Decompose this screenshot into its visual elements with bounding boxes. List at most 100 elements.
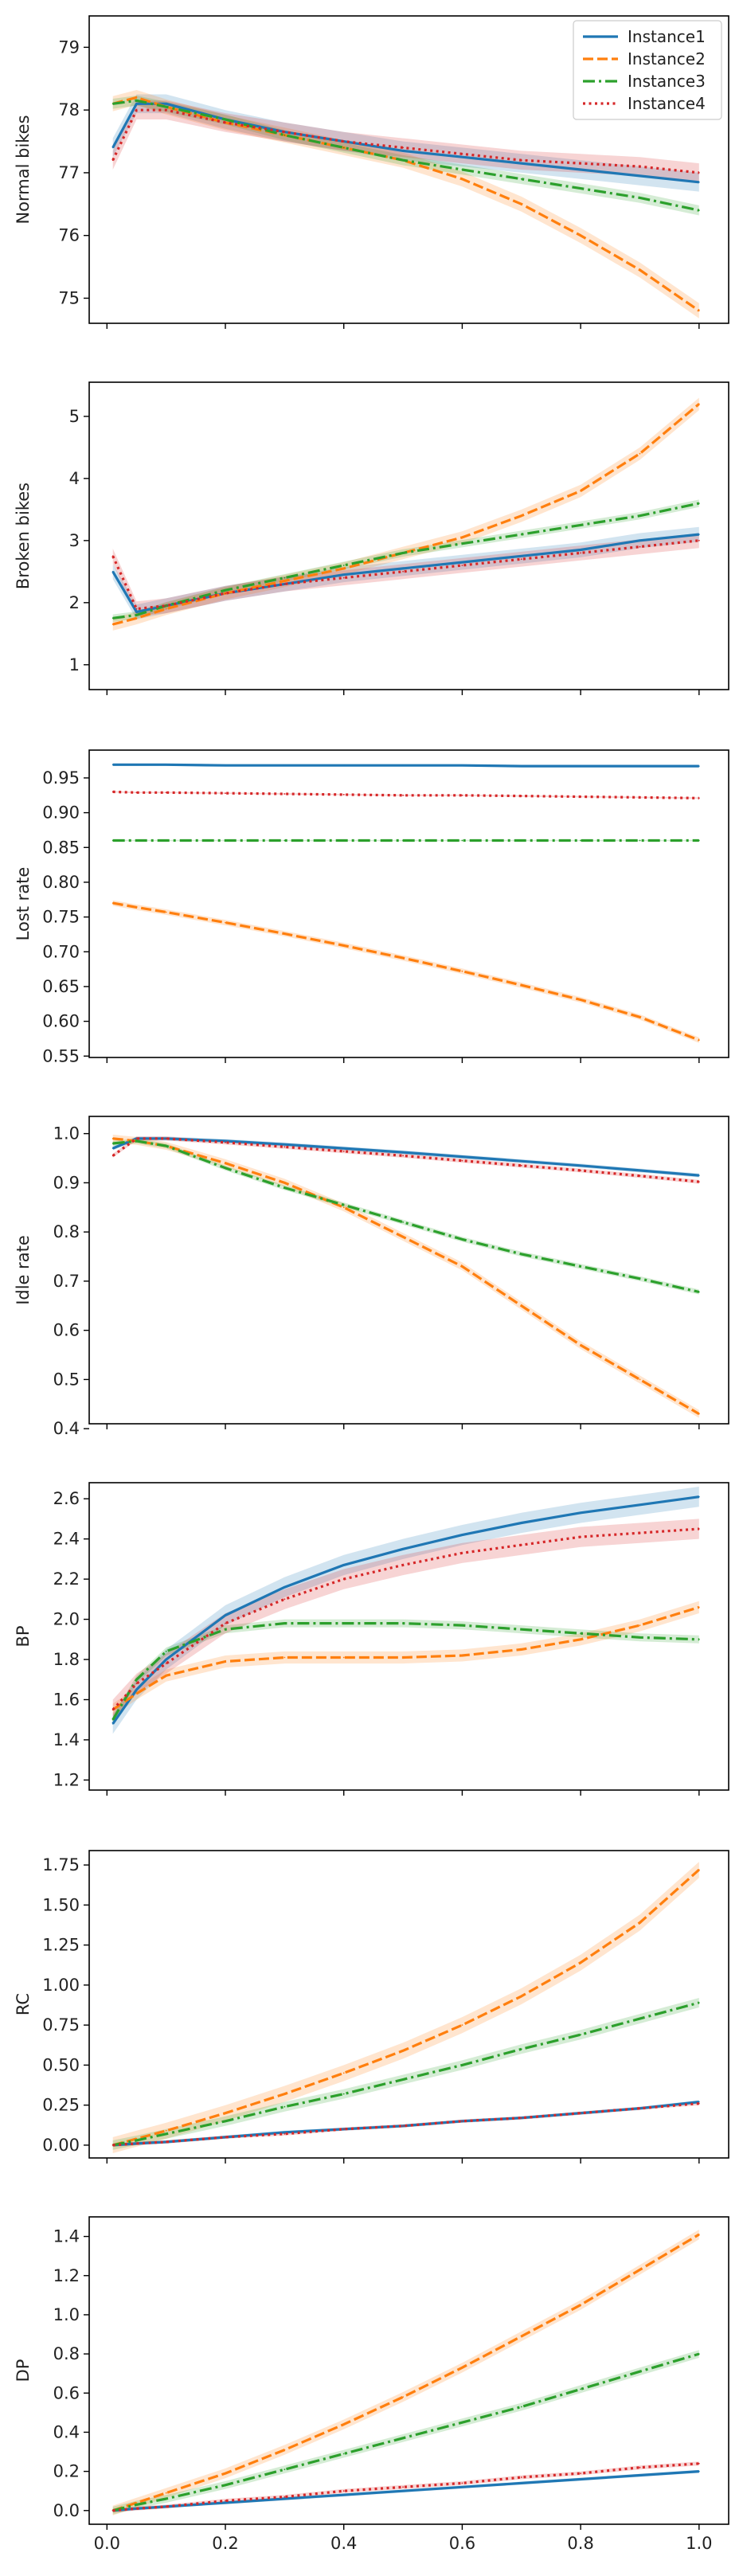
data-point-instance1	[580, 765, 581, 767]
data-point-instance3	[698, 502, 700, 504]
data-point-instance3	[165, 2132, 167, 2135]
data-point-instance3	[284, 2105, 286, 2108]
data-point-instance2	[342, 944, 345, 947]
data-point-instance4	[402, 2125, 404, 2127]
data-point-instance4	[225, 2136, 226, 2138]
panel-2: 1 2 3 4 5 Broken bikes	[14, 381, 729, 695]
data-point-instance4	[225, 122, 226, 123]
data-point-instance2	[225, 2112, 226, 2114]
data-point-instance2	[284, 2093, 286, 2095]
data-point-instance3	[111, 1718, 114, 1721]
ci-band-instance1	[112, 1136, 699, 1178]
y-tick-label: 0.8	[53, 1222, 80, 1241]
data-point-instance2	[284, 2449, 286, 2451]
data-point-instance1	[402, 1151, 404, 1153]
data-point-instance3	[520, 839, 522, 842]
data-point-instance4	[135, 608, 138, 610]
data-point-instance2	[402, 957, 404, 959]
data-point-instance1	[520, 2482, 522, 2484]
data-point-instance3	[284, 134, 286, 136]
data-point-instance1	[225, 2502, 226, 2504]
data-point-instance2	[461, 2024, 463, 2027]
data-point-instance3	[111, 103, 114, 105]
data-point-instance2	[698, 1869, 700, 1871]
data-point-instance4	[342, 577, 345, 579]
data-point-instance1	[135, 764, 138, 766]
data-point-instance3	[520, 534, 522, 535]
data-point-instance1	[284, 2498, 286, 2500]
ci-band-instance3	[112, 2350, 699, 2515]
x-tick-label: 0.4	[330, 2534, 357, 2553]
data-point-instance2	[284, 932, 286, 935]
data-point-instance1	[111, 570, 114, 573]
plot-frame	[88, 1482, 729, 1791]
series-line-instance2	[112, 1137, 700, 1415]
data-point-instance2	[580, 1961, 581, 1964]
data-point-instance3	[402, 1221, 404, 1223]
data-point-instance1	[225, 764, 226, 767]
series-line-instance2	[111, 1605, 700, 1711]
data-point-instance1	[580, 2478, 581, 2480]
y-tick-label: 0.65	[42, 977, 80, 996]
data-point-instance2	[135, 2502, 138, 2504]
data-point-instance3	[284, 839, 286, 842]
data-point-instance3	[342, 1622, 345, 1624]
data-point-instance1	[111, 764, 114, 766]
data-point-instance4	[580, 1536, 581, 1538]
data-point-instance3	[165, 106, 167, 108]
data-point-instance1	[698, 1175, 700, 1176]
data-point-instance2	[111, 902, 114, 904]
series-line-instance2	[112, 901, 700, 1042]
data-point-instance4	[461, 153, 463, 155]
ci-band-instance2	[112, 2230, 699, 2515]
series-line-instance3	[112, 99, 700, 212]
data-point-instance2	[165, 608, 167, 610]
data-point-instance3	[342, 1204, 345, 1206]
data-point-instance4	[342, 2128, 345, 2130]
y-axis-label: BP	[14, 1625, 33, 1647]
data-point-instance2	[639, 269, 641, 271]
data-point-instance3	[284, 2469, 286, 2471]
data-point-instance2	[580, 1638, 581, 1640]
data-point-instance1	[402, 764, 404, 767]
data-point-instance4	[461, 794, 463, 796]
series-line-instance3	[111, 1621, 699, 1721]
x-tick-label: 0.2	[212, 2534, 238, 2553]
data-point-instance4	[580, 1170, 581, 1171]
ci-band-instance1	[112, 1487, 699, 1734]
data-point-instance4	[225, 1622, 226, 1624]
data-point-instance3	[225, 839, 226, 842]
panel-6: 0.00 0.25 0.50 0.75 1.00 1.25 1.50 1.75 RC	[14, 1850, 729, 2164]
data-point-instance3	[639, 839, 641, 842]
data-point-instance2	[698, 310, 700, 312]
data-point-instance4	[698, 1181, 700, 1182]
ci-band-instance1	[112, 526, 699, 620]
data-point-instance1	[165, 1659, 167, 1660]
data-point-instance2	[342, 2423, 345, 2426]
y-tick-label: 0.9	[53, 1173, 80, 1192]
data-point-instance4	[639, 545, 641, 548]
y-tick-label: 1.4	[53, 2227, 80, 2246]
y-tick-label: 0.4	[53, 2422, 80, 2441]
data-point-instance2	[698, 403, 700, 405]
data-point-instance1	[520, 765, 522, 767]
y-tick-label: 1.4	[53, 1730, 80, 1749]
y-axis-label: Idle rate	[14, 1235, 33, 1305]
data-point-instance1	[520, 1522, 522, 1524]
data-point-instance4	[284, 131, 286, 133]
data-point-instance3	[580, 187, 581, 190]
data-point-instance3	[639, 514, 641, 517]
data-point-instance2	[225, 2472, 226, 2475]
data-point-instance3	[135, 100, 138, 102]
data-point-instance3	[461, 1238, 463, 1241]
y-axis-label: DP	[14, 2359, 33, 2383]
data-point-instance4	[225, 792, 226, 794]
data-point-instance2	[520, 514, 522, 517]
data-point-instance4	[165, 109, 167, 111]
data-point-instance2	[639, 1378, 641, 1381]
ci-band-instance2	[112, 1862, 699, 2153]
data-point-instance4	[284, 2496, 286, 2498]
panel-7: 0.0 0.2 0.4 0.6 0.8 1.0 1.2 1.4 0.0 0.2 0.4 0.6 0.8 1…	[14, 2216, 729, 2553]
data-point-instance3	[520, 2406, 522, 2408]
data-point-instance2	[520, 1304, 522, 1307]
